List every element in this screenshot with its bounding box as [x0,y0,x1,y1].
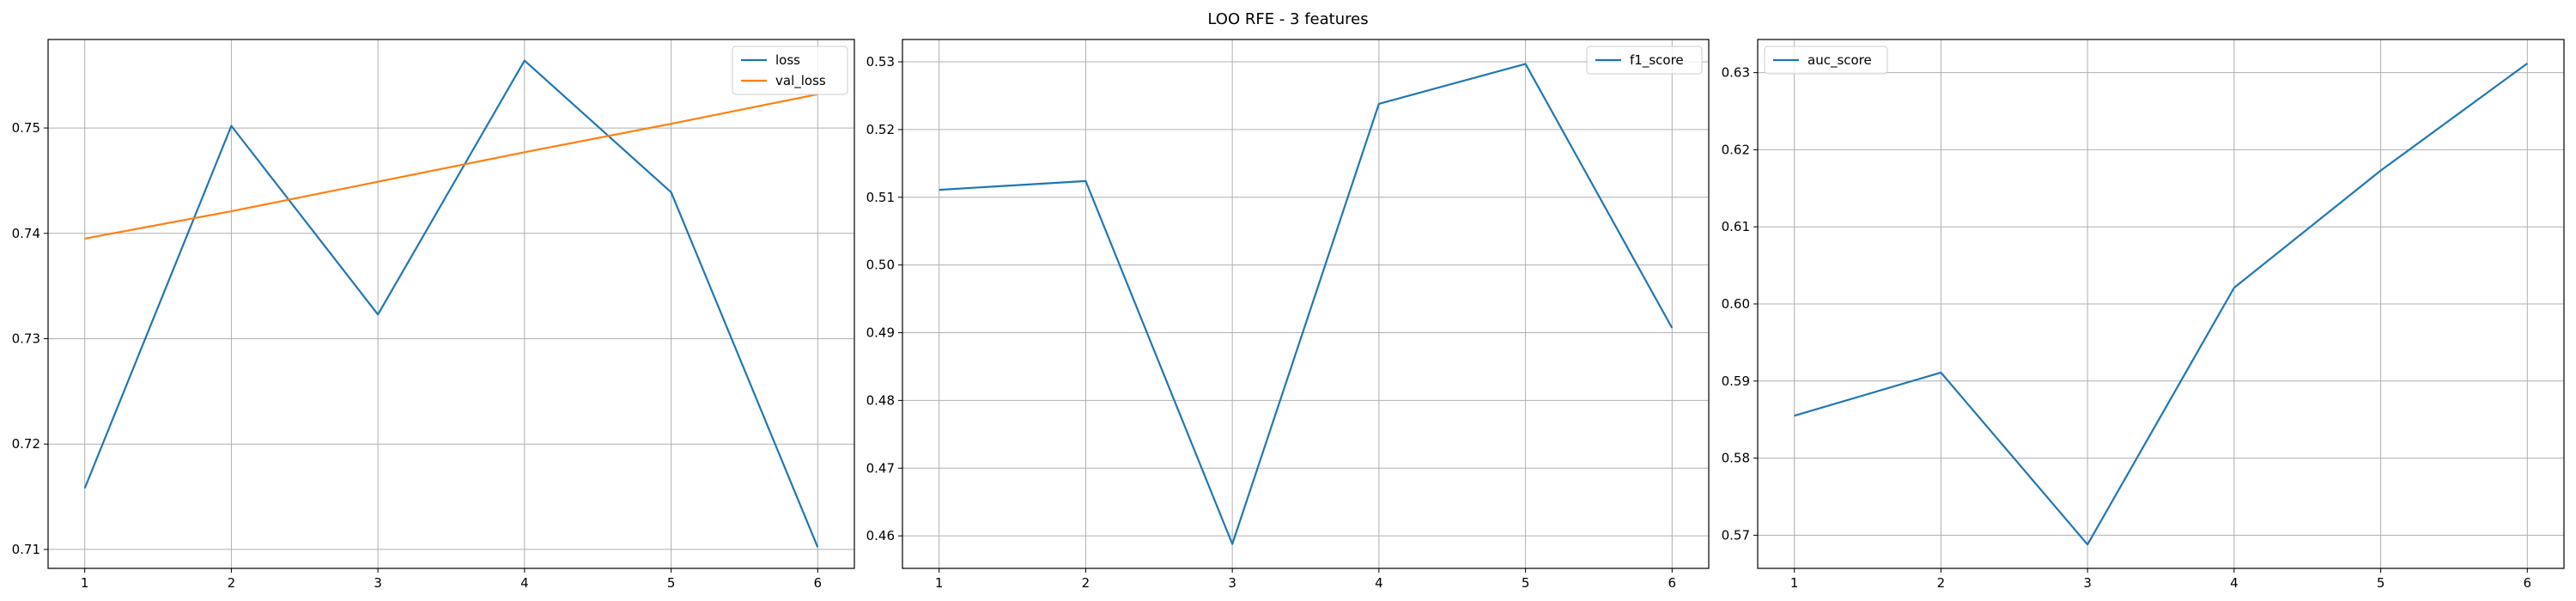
x-tick-label: 5 [667,575,676,591]
axes-frame [47,39,855,569]
figure-title: LOO RFE - 3 features [1207,10,1368,28]
x-tick-label: 3 [1228,575,1236,591]
subplot-1: 1 2 3 4 5 6 0.71 0.72 0.73 0.74 0.75 loss val_loss [12,39,855,591]
x-tick-label: 4 [2230,575,2239,591]
y-tick-label: 0.49 [866,325,895,341]
legend-label-loss: loss [775,52,800,68]
x-tick-label: 2 [1082,575,1091,591]
legend: auc_score [1764,46,1888,75]
legend-box [732,46,848,95]
series-line-auc_score [1794,62,2528,546]
y-tick-label: 0.75 [12,120,40,136]
legend-label-f1_score: f1_score [1630,52,1684,69]
x-tick-label: 3 [2083,575,2092,591]
y-tick-label: 0.51 [866,190,895,205]
y-tick-label: 0.46 [866,528,895,543]
x-tick-label: 5 [1522,575,1530,591]
legend-box [1586,46,1703,75]
x-tick-label: 5 [2377,575,2385,591]
legend-box [1764,46,1888,75]
subplots: 1 2 3 4 5 6 0.71 0.72 0.73 0.74 0.75 loss val_loss 1 2… [12,39,2565,591]
subplot-3: 1 2 3 4 5 6 0.57 0.58 0.59 0.60 0.61 0.62 0.63 auc_sc… [1722,39,2565,591]
x-tick-label: 2 [228,575,236,591]
series-line-loss [83,59,819,548]
legend: loss val_loss [732,46,848,95]
x-tick-label: 2 [1937,575,1946,591]
y-tick-label: 0.71 [12,542,40,557]
y-tick-label: 0.59 [1722,373,1750,389]
y-tick-label: 0.63 [1722,65,1750,81]
x-tick-label: 3 [374,575,382,591]
x-tick-label: 6 [814,575,823,591]
legend-label-auc_score: auc_score [1807,52,1872,69]
axes-frame [902,39,1710,569]
y-tick-label: 0.48 [866,392,895,408]
x-tick-label: 6 [1668,575,1677,591]
y-tick-label: 0.57 [1722,527,1750,543]
y-tick-label: 0.73 [12,331,40,346]
series-line-f1_score [939,63,1674,545]
y-tick-label: 0.60 [1722,296,1750,312]
y-tick-label: 0.62 [1722,142,1750,157]
x-tick-label: 1 [935,575,944,591]
x-tick-label: 4 [1375,575,1383,591]
x-tick-label: 1 [81,575,89,591]
y-tick-label: 0.72 [12,436,40,452]
subplot-2: 1 2 3 4 5 6 0.46 0.47 0.48 0.49 0.50 0.51 0.52 0.53 f1… [866,39,1710,591]
y-tick-label: 0.58 [1722,451,1750,466]
series-line-val_loss [84,93,818,240]
x-tick-label: 6 [2524,575,2532,591]
y-tick-label: 0.53 [866,54,895,70]
x-tick-label: 1 [1790,575,1799,591]
y-tick-label: 0.52 [866,122,895,137]
y-tick-label: 0.47 [866,460,895,476]
y-tick-label: 0.61 [1722,219,1750,234]
y-tick-label: 0.50 [866,258,895,273]
y-tick-label: 0.74 [12,226,40,241]
legend: f1_score [1586,46,1703,75]
x-tick-label: 4 [520,575,529,591]
legend-label-val_loss: val_loss [775,73,826,89]
